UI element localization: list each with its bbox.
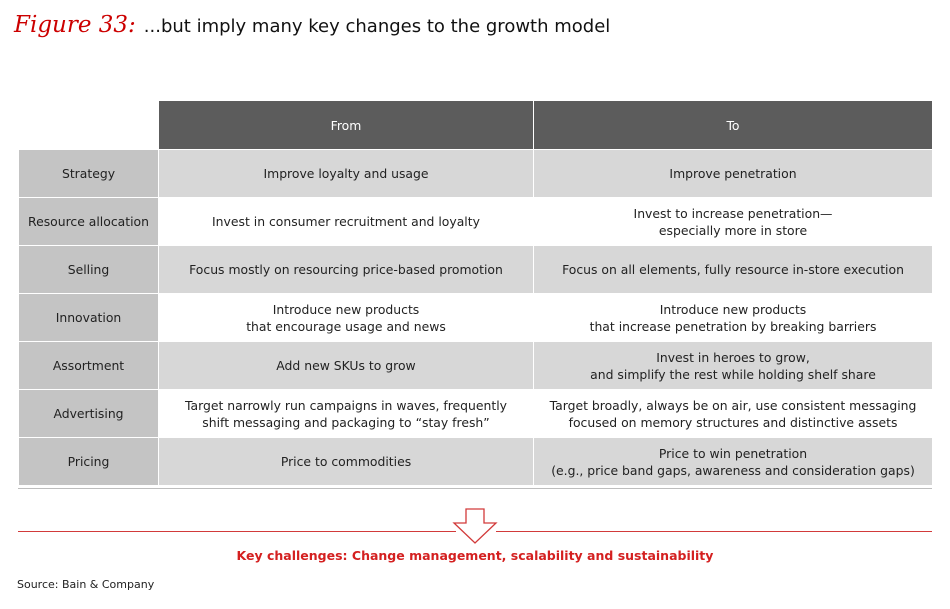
cell-from: Add new SKUs to grow — [158, 341, 534, 390]
cell-from: Price to commodities — [158, 437, 534, 486]
table-row: Assortment Add new SKUs to grow Invest in … — [18, 341, 933, 390]
cell-from: Invest in consumer recruitment and loyal… — [158, 197, 534, 246]
cell-to: Target broadly, always be on air, use co… — [533, 389, 933, 438]
row-label: Selling — [18, 245, 159, 294]
table-bottom-rule — [18, 488, 932, 489]
cell-line: Invest in heroes to grow, — [656, 349, 810, 365]
source-note: Source: Bain & Company — [17, 578, 155, 591]
cell-line: Target broadly, always be on air, use co… — [549, 397, 917, 413]
cell-line: Improve loyalty and usage — [263, 166, 429, 181]
cell-from: Improve loyalty and usage — [158, 149, 534, 198]
cell-line: Add new SKUs to grow — [276, 358, 416, 373]
cell-to: Price to win penetration (e.g., price ban… — [533, 437, 933, 486]
table-body: Strategy Improve loyalty and usage Improve… — [18, 149, 933, 486]
cell-to: Improve penetration — [533, 149, 933, 198]
divider-line-right — [496, 531, 932, 532]
table-row: Strategy Improve loyalty and usage Improve… — [18, 149, 933, 198]
down-arrow-icon — [452, 508, 498, 544]
cell-from: Focus mostly on resourcing price-based p… — [158, 245, 534, 294]
cell-to: Focus on all elements, fully resource in… — [533, 245, 933, 294]
table-row: Advertising Target narrowly run campaigns… — [18, 389, 933, 438]
cell-line: especially more in store — [658, 222, 808, 238]
cell-line: Focus on all elements, fully resource in… — [562, 262, 904, 277]
cell-line: Introduce new products — [659, 301, 807, 317]
row-label: Pricing — [18, 437, 159, 486]
figure-label: Figure 33: — [14, 12, 136, 38]
cell-line: focused on memory structures and distinc… — [568, 414, 898, 430]
cell-line: Focus mostly on resourcing price-based p… — [189, 262, 503, 277]
cell-line: that encourage usage and news — [246, 318, 446, 334]
row-label: Resource allocation — [18, 197, 159, 246]
cell-to: Invest in heroes to grow, and simplify th… — [533, 341, 933, 390]
figure-title: Figure 33: ...but imply many key changes… — [14, 12, 610, 48]
cell-line: Introduce new products — [272, 301, 420, 317]
cell-line: (e.g., price band gaps, awareness and co… — [551, 462, 915, 478]
figure-title-text: ...but imply many key changes to the gro… — [143, 16, 611, 37]
table-row: Selling Focus mostly on resourcing price-… — [18, 245, 933, 294]
header-to: To — [533, 100, 933, 150]
table-row: Resource allocation Invest in consumer re… — [18, 197, 933, 246]
cell-line: Improve penetration — [669, 166, 797, 181]
header-from: From — [158, 100, 534, 150]
cell-line: and simplify the rest while holding shel… — [590, 366, 876, 382]
cell-to: Invest to increase penetration— especiall… — [533, 197, 933, 246]
cell-from: Target narrowly run campaigns in waves, … — [158, 389, 534, 438]
cell-line: that increase penetration by breaking ba… — [589, 318, 877, 334]
header-corner — [18, 100, 159, 150]
key-challenges-text: Key challenges: Change management, scala… — [236, 548, 714, 563]
cell-line: Price to win penetration — [658, 445, 808, 461]
table-row: Innovation Introduce new products that enc… — [18, 293, 933, 342]
comparison-table: From To Strategy Improve loyalty and usag… — [18, 100, 933, 486]
row-label: Advertising — [18, 389, 159, 438]
cell-line: Price to commodities — [280, 454, 412, 469]
table-row: Pricing Price to commodities Price to win … — [18, 437, 933, 486]
cell-line: Target narrowly run campaigns in waves, … — [185, 397, 507, 413]
cell-line: Invest to increase penetration— — [633, 205, 833, 221]
row-label: Innovation — [18, 293, 159, 342]
cell-from: Introduce new products that encourage usa… — [158, 293, 534, 342]
cell-line: Invest in consumer recruitment and loyal… — [212, 214, 480, 229]
cell-to: Introduce new products that increase pene… — [533, 293, 933, 342]
cell-line: shift messaging and packaging to “stay f… — [202, 414, 490, 430]
row-label: Assortment — [18, 341, 159, 390]
table-header-row: From To — [18, 100, 933, 150]
row-label: Strategy — [18, 149, 159, 198]
divider-line-left — [18, 531, 456, 532]
